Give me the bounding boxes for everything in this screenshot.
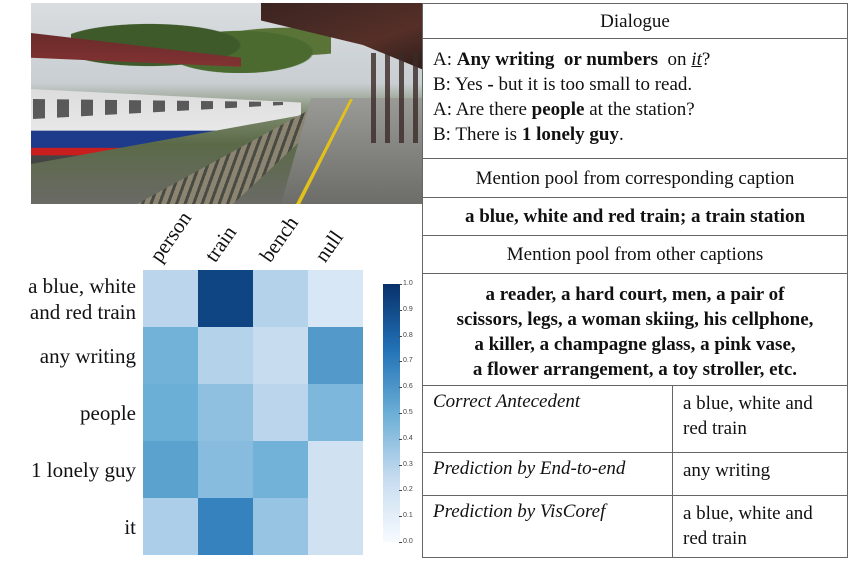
colorbar-tick-label: 0.0 <box>399 538 413 545</box>
dialogue-line: B: There is 1 lonely guy. <box>433 124 624 145</box>
other-pool-line: scissors, legs, a woman skiing, his cell… <box>456 309 814 330</box>
heatmap-cell <box>308 384 363 441</box>
heatmap-cell <box>143 270 198 327</box>
colorbar-tick-label: 0.8 <box>399 331 413 339</box>
dialogue-line: A: Any writing or numbers on it? <box>433 49 711 70</box>
result-value: any writing <box>683 460 771 481</box>
result-label: Correct Antecedent <box>423 386 673 452</box>
dialogue-table: Dialogue A: Any writing or numbers on it… <box>422 3 850 558</box>
heatmap-column-label: bench <box>254 211 303 267</box>
colorbar-tick-label: 0.4 <box>399 434 413 442</box>
heatmap-cell <box>253 327 308 384</box>
caption-pool-header-text: Mention pool from corresponding caption <box>475 168 795 189</box>
heatmap-row-label: it <box>124 514 136 539</box>
dialogue-line: B: Yes - but it is too small to read. <box>433 74 693 95</box>
result-label: Prediction by End-to-end <box>423 453 673 495</box>
dialogue-header: Dialogue <box>422 3 848 39</box>
colorbar-tick-label: 0.9 <box>399 305 413 313</box>
caption-pool-header: Mention pool from corresponding caption <box>422 159 848 198</box>
result-row: Correct Antecedent a blue, white and red t… <box>422 386 848 453</box>
heatmap-cell <box>198 270 253 327</box>
heatmap-cell <box>143 441 198 498</box>
station-photo <box>31 3 422 204</box>
heatmap-cell <box>198 498 253 555</box>
dialogue-line: A: Are there people at the station? <box>433 99 695 120</box>
other-pool: a reader, a hard court, men, a pair of sc… <box>422 274 848 386</box>
heatmap-cell <box>308 327 363 384</box>
heatmap-row-label: a blue, white and red train <box>28 273 136 324</box>
heatmap-row-label: people <box>80 400 136 425</box>
heatmap-cell <box>143 498 198 555</box>
caption-pool: a blue, white and red train; a train sta… <box>422 198 848 236</box>
heatmap-cell <box>198 384 253 441</box>
other-pool-line: a reader, a hard court, men, a pair of <box>485 284 785 305</box>
dialogue-header-text: Dialogue <box>600 11 670 32</box>
heatmap-colorbar <box>383 284 400 542</box>
heatmap-cell <box>308 270 363 327</box>
heatmap-cell <box>143 384 198 441</box>
heatmap-cell <box>143 327 198 384</box>
result-value: a blue, white and red train <box>683 393 813 439</box>
colorbar-tick-label: 0.5 <box>399 409 413 416</box>
result-row: Prediction by VisCoref a blue, white and r… <box>422 496 848 558</box>
other-pool-header: Mention pool from other captions <box>422 236 848 274</box>
heatmap-row-label: 1 lonely guy <box>31 457 136 482</box>
result-value: a blue, white and red train <box>683 503 813 549</box>
heatmap-cell <box>253 498 308 555</box>
heatmap-cell <box>308 441 363 498</box>
heatmap-cell <box>198 441 253 498</box>
other-pool-line: a flower arrangement, a toy stroller, et… <box>472 359 798 380</box>
caption-pool-text: a blue, white and red train; a train sta… <box>464 206 806 227</box>
heatmap-column-label: train <box>199 221 242 267</box>
colorbar-tick-label: 0.3 <box>399 460 413 468</box>
heatmap-cell <box>253 270 308 327</box>
heatmap-cell <box>308 498 363 555</box>
colorbar-tick-label: 0.6 <box>399 383 413 391</box>
dialogue-lines: A: Any writing or numbers on it? B: Yes -… <box>422 39 848 159</box>
heatmap-cell <box>253 441 308 498</box>
heatmap-cell <box>253 384 308 441</box>
result-label: Prediction by VisCoref <box>423 496 673 557</box>
heatmap-column-label: null <box>309 225 348 267</box>
colorbar-tick-label: 0.1 <box>399 512 413 520</box>
colorbar-tick-label: 0.7 <box>399 357 413 365</box>
heatmap-column-label: person <box>144 206 197 267</box>
heatmap-row-label: any writing <box>39 343 136 368</box>
heatmap-cell <box>198 327 253 384</box>
other-pool-header-text: Mention pool from other captions <box>506 244 764 265</box>
other-pool-line: a killer, a champagne glass, a pink vase… <box>474 334 796 355</box>
platform-columns <box>371 53 422 143</box>
colorbar-tick-label: 1.0 <box>399 280 413 287</box>
colorbar-tick-label: 0.2 <box>399 486 413 494</box>
result-row: Prediction by End-to-end any writing <box>422 453 848 496</box>
